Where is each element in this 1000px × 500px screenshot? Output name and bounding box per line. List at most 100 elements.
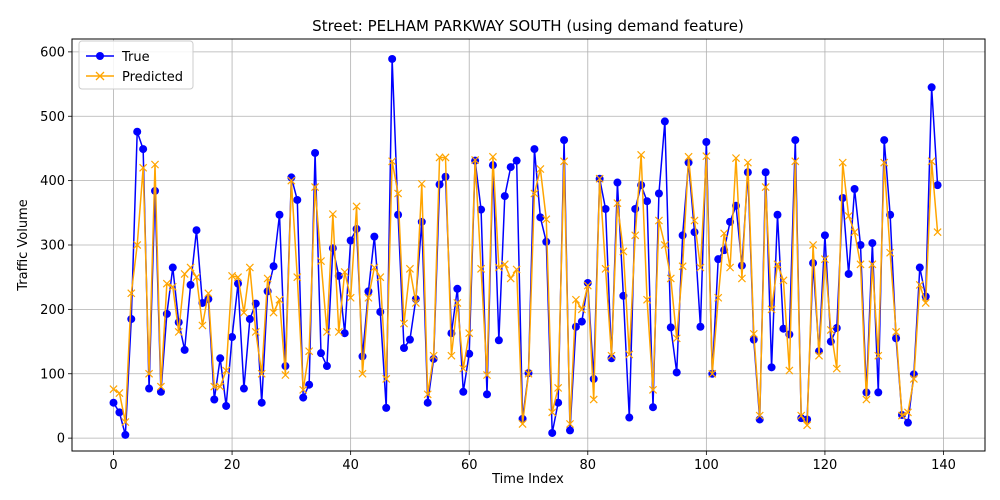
- y-axis-label: Traffic Volume: [16, 199, 31, 292]
- data-point-predicted: [548, 408, 557, 417]
- data-point-true: [156, 387, 165, 396]
- data-point-true: [577, 317, 586, 326]
- series-predicted: [109, 150, 942, 430]
- data-point-true: [856, 241, 865, 249]
- data-point-predicted: [435, 153, 444, 162]
- data-point-true: [121, 430, 130, 439]
- data-point-true: [192, 226, 201, 235]
- x-tick-label: 60: [461, 458, 478, 473]
- data-point-predicted: [915, 280, 924, 289]
- legend: True Predicted: [78, 40, 194, 90]
- data-point-true: [903, 418, 912, 427]
- data-point-predicted: [245, 263, 254, 272]
- data-point-true: [601, 204, 610, 213]
- data-point-true: [340, 329, 349, 338]
- data-point-predicted: [791, 157, 800, 166]
- data-point-predicted: [785, 366, 794, 375]
- data-point-true: [583, 278, 592, 287]
- data-point-true: [850, 184, 859, 193]
- data-point-true: [915, 263, 924, 272]
- data-point-predicted: [257, 369, 266, 378]
- data-point-predicted: [500, 260, 509, 269]
- data-point-predicted: [654, 216, 663, 225]
- data-point-true: [512, 156, 521, 165]
- data-point-predicted: [874, 351, 883, 360]
- data-point-predicted: [358, 369, 367, 378]
- data-point-predicted: [838, 158, 847, 167]
- data-point-predicted: [127, 289, 136, 298]
- data-point-predicted: [660, 240, 669, 250]
- data-point-predicted: [518, 419, 527, 428]
- data-point-predicted: [506, 274, 515, 283]
- data-point-true: [394, 210, 403, 219]
- series-layer: [109, 54, 942, 439]
- data-point-predicted: [631, 231, 640, 240]
- data-point-predicted: [862, 395, 871, 404]
- data-point-true: [162, 309, 171, 318]
- data-point-predicted: [429, 351, 438, 360]
- data-point-predicted: [364, 293, 373, 302]
- data-point-true: [328, 244, 337, 253]
- data-point-true: [459, 387, 468, 396]
- data-point-true: [672, 368, 681, 377]
- y-tick-label: 600: [40, 45, 65, 60]
- data-point-true: [483, 390, 491, 399]
- data-point-predicted: [767, 305, 776, 314]
- legend-box: [78, 40, 194, 90]
- data-point-true: [654, 189, 663, 198]
- data-point-predicted: [779, 276, 788, 285]
- data-point-predicted: [133, 240, 142, 250]
- data-point-predicted: [115, 389, 124, 398]
- data-point-predicted: [720, 229, 729, 238]
- data-point-true: [465, 349, 474, 358]
- data-point-predicted: [352, 202, 361, 211]
- data-point-predicted: [411, 298, 420, 307]
- data-point-predicted: [453, 298, 462, 307]
- data-point-predicted: [726, 263, 735, 272]
- data-point-true: [127, 315, 136, 324]
- data-point-true: [607, 354, 616, 363]
- data-point-true: [222, 401, 231, 410]
- data-point-predicted: [156, 382, 165, 391]
- data-point-predicted: [423, 390, 432, 399]
- data-point-predicted: [814, 351, 824, 360]
- data-point-true: [678, 231, 687, 240]
- data-point-predicted: [346, 293, 355, 302]
- data-point-predicted: [595, 174, 604, 183]
- data-point-true: [832, 324, 841, 333]
- x-tick-label: 0: [109, 458, 117, 473]
- data-point-predicted: [589, 395, 598, 404]
- data-point-predicted: [737, 274, 746, 283]
- data-point-predicted: [803, 421, 812, 430]
- data-point-predicted: [210, 382, 219, 391]
- data-point-predicted: [488, 152, 497, 161]
- data-point-true: [566, 426, 574, 435]
- data-point-predicted: [554, 383, 563, 392]
- data-point-true: [245, 315, 254, 324]
- data-point-true: [417, 217, 426, 226]
- y-tick-label: 300: [40, 239, 65, 254]
- data-point-true: [311, 148, 320, 157]
- x-tick-label: 20: [224, 458, 241, 473]
- data-point-true: [210, 395, 219, 404]
- data-point-predicted: [228, 271, 237, 280]
- data-point-predicted: [340, 268, 349, 277]
- data-point-predicted: [684, 152, 693, 161]
- data-point-true: [400, 344, 408, 352]
- data-point-predicted: [222, 366, 231, 375]
- data-point-predicted: [832, 364, 841, 373]
- data-point-predicted: [560, 157, 569, 166]
- data-point-true: [257, 398, 266, 407]
- data-point-predicted: [868, 260, 877, 269]
- data-point-predicted: [933, 228, 942, 237]
- data-point-predicted: [886, 248, 895, 257]
- data-point-predicted: [844, 212, 853, 221]
- data-point-true: [767, 363, 776, 372]
- data-point-true: [133, 127, 142, 136]
- data-point-predicted: [186, 263, 195, 272]
- data-point-predicted: [702, 152, 711, 161]
- data-point-true: [180, 345, 189, 354]
- data-point-predicted: [666, 274, 675, 283]
- data-point-predicted: [465, 329, 474, 338]
